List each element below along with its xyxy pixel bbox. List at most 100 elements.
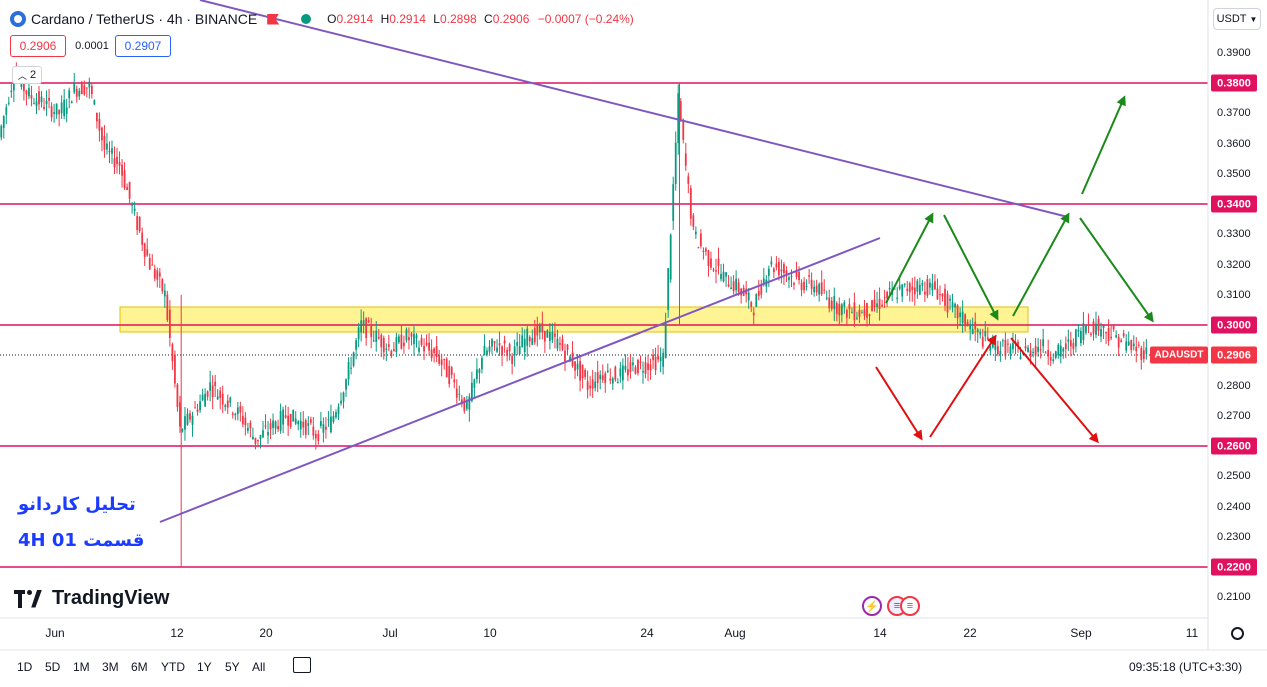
candle-222[interactable] [559, 336, 561, 352]
candle-284[interactable] [715, 258, 717, 284]
candle-49[interactable] [123, 162, 126, 191]
candle-3[interactable] [7, 96, 10, 106]
timeframe-1d[interactable]: 1D [17, 660, 33, 674]
candle-248[interactable] [624, 354, 627, 373]
candle-9[interactable] [23, 81, 25, 101]
candle-124[interactable] [312, 417, 315, 440]
candle-176[interactable] [443, 358, 446, 370]
candle-397[interactable] [999, 341, 1002, 362]
candle-25[interactable] [63, 89, 66, 120]
candle-69[interactable] [174, 350, 176, 388]
candle-418[interactable] [1052, 353, 1055, 364]
candle-77[interactable] [194, 400, 196, 409]
scenario-arrow-up-4[interactable] [1081, 95, 1126, 195]
candle-375[interactable] [944, 283, 946, 312]
candle-171[interactable] [430, 339, 433, 362]
candle-210[interactable] [528, 335, 531, 348]
candle-186[interactable] [468, 393, 471, 422]
candle-64[interactable] [161, 278, 164, 294]
candle-114[interactable] [287, 406, 290, 437]
candle-278[interactable] [699, 229, 702, 249]
candle-162[interactable] [408, 327, 410, 350]
candle-323[interactable] [813, 280, 816, 297]
candle-234[interactable] [589, 376, 592, 397]
candle-75[interactable] [189, 410, 191, 423]
candle-94[interactable] [236, 401, 239, 421]
candle-311[interactable] [783, 262, 785, 285]
candle-364[interactable] [916, 278, 919, 299]
candle-295[interactable] [742, 284, 745, 297]
candle-10[interactable] [25, 89, 28, 106]
scenario-arrow-down-0[interactable] [875, 366, 923, 441]
scenario-arrow-up-2[interactable] [1012, 212, 1070, 317]
candle-236[interactable] [594, 371, 597, 392]
candle-387[interactable] [974, 312, 977, 342]
candle-288[interactable] [725, 272, 727, 287]
candle-76[interactable] [191, 411, 194, 437]
candle-142[interactable] [357, 323, 360, 348]
candle-63[interactable] [158, 267, 161, 288]
candle-215[interactable] [541, 311, 544, 340]
candle-329[interactable] [828, 289, 831, 313]
candle-360[interactable] [906, 280, 909, 296]
candle-321[interactable] [808, 269, 811, 284]
candle-100[interactable] [252, 427, 254, 440]
candle-107[interactable] [269, 418, 272, 439]
candle-380[interactable] [956, 304, 959, 329]
timeframe-6m[interactable]: 6M [131, 660, 148, 674]
candle-412[interactable] [1037, 338, 1040, 357]
candle-391[interactable] [984, 321, 987, 342]
candle-139[interactable] [350, 356, 352, 375]
candle-150[interactable] [377, 328, 380, 340]
candle-39[interactable] [98, 112, 101, 142]
candle-55[interactable] [138, 215, 141, 233]
candle-103[interactable] [259, 434, 262, 449]
candle-182[interactable] [458, 385, 461, 401]
candle-197[interactable] [496, 339, 498, 354]
candle-233[interactable] [586, 370, 589, 399]
candle-87[interactable] [219, 387, 222, 410]
candle-122[interactable] [307, 416, 310, 436]
candle-402[interactable] [1012, 332, 1014, 354]
candle-426[interactable] [1072, 338, 1075, 356]
candle-189[interactable] [476, 358, 478, 384]
candle-341[interactable] [858, 304, 861, 324]
candle-382[interactable] [961, 300, 964, 333]
candle-185[interactable] [465, 395, 468, 411]
candle-170[interactable] [428, 333, 430, 356]
candle-251[interactable] [632, 356, 634, 372]
candle-344[interactable] [866, 302, 868, 327]
candle-203[interactable] [511, 352, 514, 375]
candle-318[interactable] [800, 279, 803, 297]
candle-74[interactable] [186, 408, 189, 426]
tradingview-logo[interactable]: TradingView [14, 587, 169, 610]
candle-45[interactable] [113, 146, 116, 175]
candle-224[interactable] [564, 343, 566, 371]
candle-89[interactable] [224, 403, 227, 411]
candle-433[interactable] [1090, 332, 1092, 337]
candle-290[interactable] [730, 276, 732, 290]
candle-428[interactable] [1077, 324, 1080, 338]
candle-309[interactable] [778, 257, 780, 281]
candle-46[interactable] [116, 147, 118, 174]
candle-338[interactable] [850, 307, 853, 314]
candle-82[interactable] [206, 390, 209, 401]
candle-15[interactable] [38, 86, 40, 111]
candle-442[interactable] [1112, 324, 1115, 332]
candle-163[interactable] [410, 332, 413, 346]
candle-52[interactable] [131, 201, 134, 214]
candle-159[interactable] [400, 324, 403, 350]
candle-235[interactable] [591, 369, 594, 398]
candle-232[interactable] [584, 368, 587, 380]
candle-376[interactable] [946, 290, 949, 318]
candle-216[interactable] [543, 330, 546, 353]
candle-35[interactable] [88, 77, 91, 99]
candle-127[interactable] [319, 411, 322, 429]
candle-264[interactable] [664, 312, 667, 359]
candle-220[interactable] [554, 322, 556, 349]
candle-137[interactable] [345, 378, 347, 397]
candle-65[interactable] [163, 283, 166, 309]
candle-434[interactable] [1092, 318, 1095, 341]
buy-price-button[interactable]: 0.2907 [115, 35, 171, 57]
candle-188[interactable] [473, 378, 476, 399]
